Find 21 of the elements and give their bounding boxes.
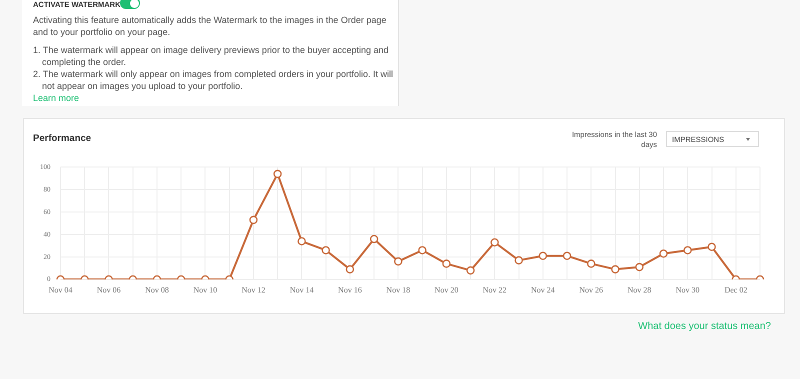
x-tick-label: Nov 06	[96, 285, 121, 294]
x-tick-label: Nov 24	[531, 285, 555, 294]
x-tick-label: Nov 28	[628, 285, 652, 294]
x-tick-label: Nov 16	[338, 285, 362, 294]
text: 1. The watermark will appear on image delivery previews prior to the buyer accepting and completing the order.	[33, 44, 390, 68]
text: What does your status mean?	[638, 321, 771, 332]
text: Learn more	[33, 92, 80, 104]
x-tick-label: Nov 22	[482, 285, 507, 294]
x-tick-label: Nov 08	[145, 285, 169, 294]
x-tick-label: Nov 20	[434, 285, 458, 294]
chart-title: Performance	[33, 133, 92, 144]
x-tick-label: Nov 12	[242, 285, 266, 294]
x-tick-label: Nov 14	[290, 285, 314, 294]
x-tick-label: Nov 30	[676, 285, 700, 294]
text: Activating this feature automatically adds the Watermark to the images in the Order page and to your portfolio on your page.	[33, 14, 388, 38]
x-tick-label: Dec 02	[724, 285, 748, 294]
x-tick-label: Nov 04	[48, 285, 72, 294]
text: 2. The watermark will only appear on images from completed orders in your portfolio. It will not appear on images you upload to your portfolio.	[33, 68, 393, 92]
x-tick-label: Nov 10	[193, 285, 218, 294]
x-tick-label: Nov 26	[579, 285, 604, 294]
x-tick-label: Nov 18	[386, 285, 410, 294]
